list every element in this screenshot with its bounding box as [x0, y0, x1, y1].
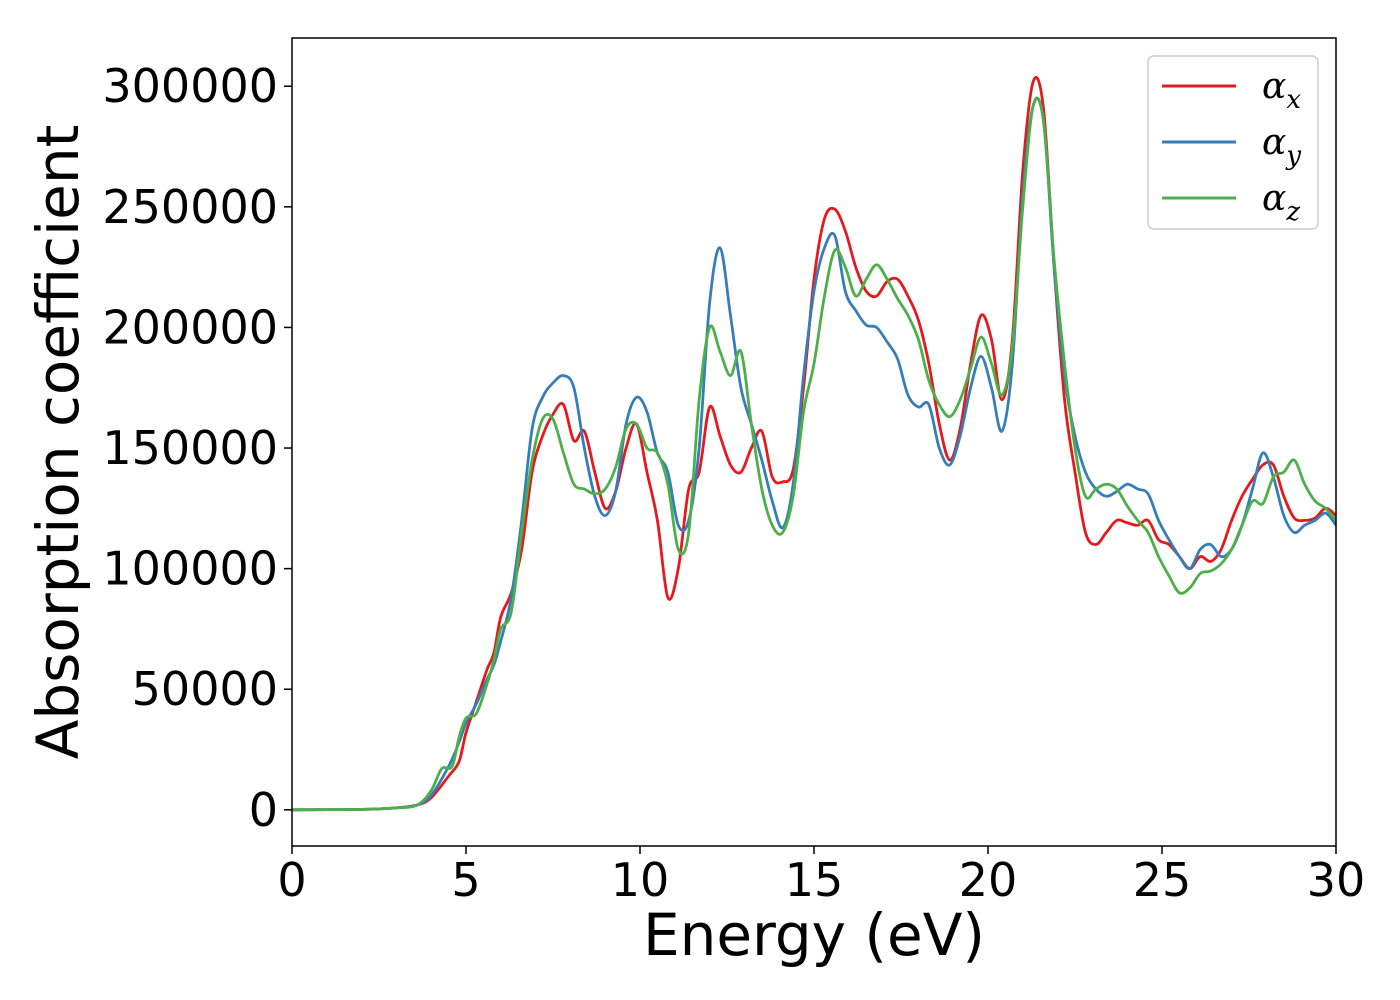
y-tick-label: 200000 — [102, 300, 278, 354]
series-line-y — [292, 97, 1336, 812]
y-tick-label: 0 — [249, 783, 278, 837]
series-line-x — [292, 75, 1336, 812]
x-tick-label: 30 — [1307, 853, 1366, 907]
x-axis: 0 5 10 15 20 25 30 — [277, 846, 1365, 907]
y-tick-label: 150000 — [102, 421, 278, 475]
x-tick-label: 10 — [611, 853, 670, 907]
x-axis-title: Energy (eV) — [643, 901, 985, 969]
y-tick-label: 100000 — [102, 542, 278, 596]
y-tick-label: 50000 — [132, 662, 278, 716]
y-axis: 0 50000 100000 150000 200000 250000 300000 — [102, 59, 292, 837]
y-axis-title: Absorption coefficient — [24, 125, 92, 760]
x-tick-label: 25 — [1133, 853, 1192, 907]
series-layer — [292, 75, 1336, 812]
y-tick-label: 250000 — [102, 180, 278, 234]
series-line-z — [292, 96, 1336, 812]
x-tick-label: 15 — [785, 853, 844, 907]
x-tick-label: 5 — [451, 853, 480, 907]
y-tick-label: 300000 — [102, 59, 278, 113]
x-tick-label: 0 — [277, 853, 306, 907]
x-tick-label: 20 — [959, 853, 1018, 907]
